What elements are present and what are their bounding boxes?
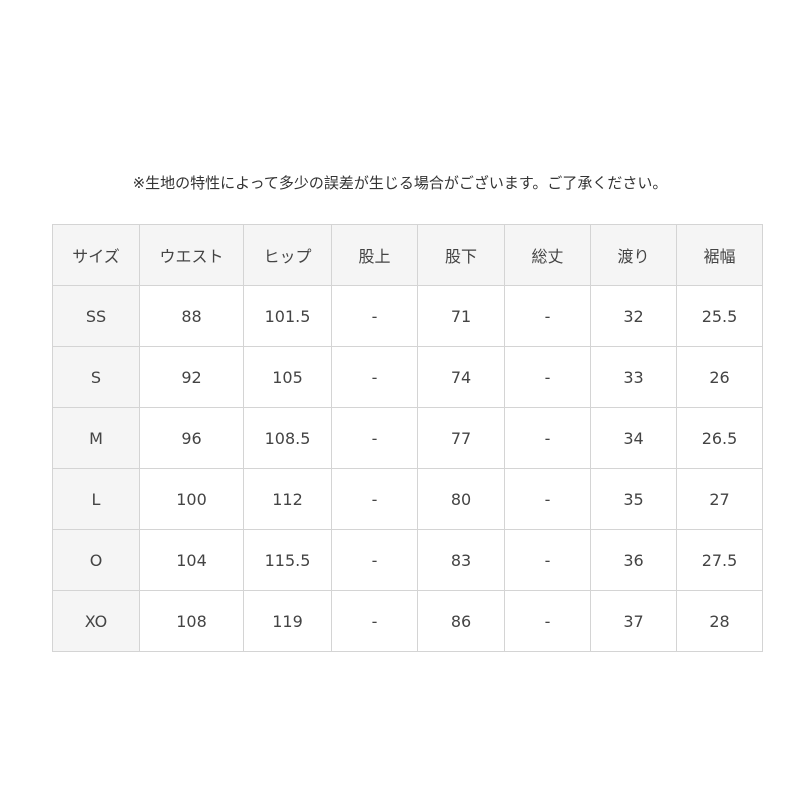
header-cell: 渡り [590,224,677,286]
cell: - [331,407,418,469]
cell: SS [52,285,140,347]
header-cell: ヒップ [243,224,332,286]
cell: 86 [417,590,505,652]
cell: 34 [590,407,677,469]
cell: 27 [676,468,763,530]
cell: 115.5 [243,529,332,591]
data-row: SS 88 101.5-71-32 25.5 [52,285,763,347]
cell: 119 [243,590,332,652]
cell: 104 [139,529,244,591]
cell: - [331,468,418,530]
cell: - [504,285,591,347]
cell: 101.5 [243,285,332,347]
cell: O [52,529,140,591]
cell: M [52,407,140,469]
cell: 77 [417,407,505,469]
cell: - [331,285,418,347]
cell: - [504,407,591,469]
note: ※生地の特性によって多少の誤差が生じる場合がございます。ご了承ください。 [132,174,668,192]
data-row: S 92 105-74-33 26 [52,346,763,408]
header-cell: 総丈 [504,224,591,286]
cell: - [504,529,591,591]
cell: 92 [139,346,244,408]
cell: 112 [243,468,332,530]
cell: - [504,468,591,530]
table-body: サイズ ウエスト ヒップ 股上 股下 総丈 渡り 裾幅 SS 88 101.5-71-32 25.5 S… [52,224,763,652]
header-row: サイズ ウエスト ヒップ 股上 股下 総丈 渡り 裾幅 [52,224,763,286]
cell: 80 [417,468,505,530]
cell: 108.5 [243,407,332,469]
cell: 100 [139,468,244,530]
cell: 26 [676,346,763,408]
cell: 35 [590,468,677,530]
cell: 27.5 [676,529,763,591]
cell: - [331,346,418,408]
cell: 33 [590,346,677,408]
cell: 26.5 [676,407,763,469]
cell: - [331,529,418,591]
cell: S [52,346,140,408]
cell: 108 [139,590,244,652]
data-row: O 104 115.5-83-36 27.5 [52,529,763,591]
data-row: XO 108 119-86-37 28 [52,590,763,652]
cell: 28 [676,590,763,652]
cell: 71 [417,285,505,347]
cell: 32 [590,285,677,347]
cell: 83 [417,529,505,591]
header-cell: 股下 [417,224,505,286]
size-table: サイズ ウエスト ヒップ 股上 股下 総丈 渡り 裾幅 SS 88 101.5-71-32 25.5 S… [52,224,763,652]
cell: - [504,346,591,408]
header-cell: ウエスト [139,224,244,286]
cell: 105 [243,346,332,408]
cell: - [331,590,418,652]
cell: 88 [139,285,244,347]
header-cell: 股上 [331,224,418,286]
cell: 37 [590,590,677,652]
cell: - [504,590,591,652]
cell: 96 [139,407,244,469]
cell: L [52,468,140,530]
cell: 74 [417,346,505,408]
cell: 25.5 [676,285,763,347]
header-cell: サイズ [52,224,140,286]
data-row: L 100 112-80-35 27 [52,468,763,530]
header-cell: 裾幅 [676,224,763,286]
data-row: M 96 108.5-77-34 26.5 [52,407,763,469]
cell: XO [52,590,140,652]
cell: 36 [590,529,677,591]
